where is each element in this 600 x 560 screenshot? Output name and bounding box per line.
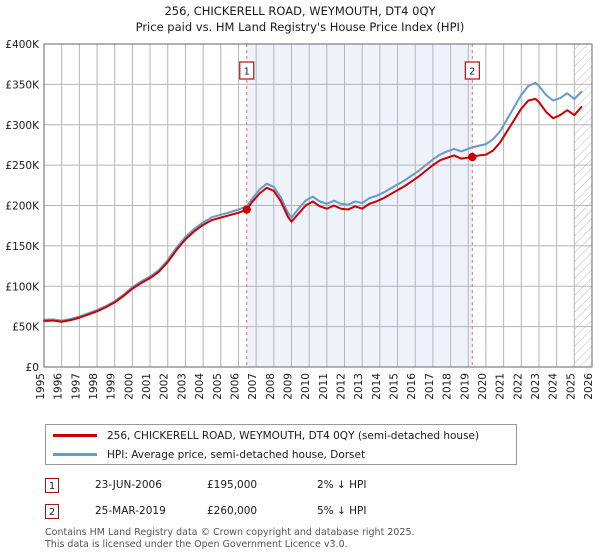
transaction-table: 1 23-JUN-2006 £195,000 2% ↓ HPI 2 25-MAR… xyxy=(45,472,517,524)
svg-text:1996: 1996 xyxy=(53,373,65,400)
svg-text:£400K: £400K xyxy=(5,39,40,51)
table-row: 1 23-JUN-2006 £195,000 2% ↓ HPI xyxy=(45,472,517,498)
svg-text:2006: 2006 xyxy=(229,373,241,400)
svg-text:2009: 2009 xyxy=(282,373,294,400)
transaction-date-2: 25-MAR-2019 xyxy=(95,505,166,517)
legend-swatch-red xyxy=(53,434,97,437)
legend-item-hpi: HPI: Average price, semi-detached house,… xyxy=(46,445,516,464)
footer-line-2: This data is licensed under the Open Gov… xyxy=(45,539,348,550)
svg-text:1997: 1997 xyxy=(70,373,82,400)
svg-text:2024: 2024 xyxy=(548,373,560,400)
svg-text:2001: 2001 xyxy=(141,373,153,400)
svg-text:2021: 2021 xyxy=(495,373,507,400)
svg-text:£200K: £200K xyxy=(5,201,40,213)
svg-text:£250K: £250K xyxy=(5,160,40,172)
svg-text:2008: 2008 xyxy=(265,373,277,400)
svg-text:£350K: £350K xyxy=(5,79,40,91)
svg-text:2011: 2011 xyxy=(318,373,330,400)
table-row: 2 25-MAR-2019 £260,000 5% ↓ HPI xyxy=(45,498,517,524)
svg-text:1995: 1995 xyxy=(35,373,47,400)
svg-text:£100K: £100K xyxy=(5,281,40,293)
svg-text:2013: 2013 xyxy=(353,373,365,400)
transaction-hpi-delta-1: 2% ↓ HPI xyxy=(317,479,367,491)
transaction-badge-1: 1 xyxy=(45,477,59,493)
svg-text:2000: 2000 xyxy=(123,373,135,400)
svg-text:2020: 2020 xyxy=(477,373,489,400)
svg-text:2022: 2022 xyxy=(512,373,524,400)
svg-text:2023: 2023 xyxy=(530,373,542,400)
svg-text:2003: 2003 xyxy=(176,373,188,400)
title-line-1: 256, CHICKERELL ROAD, WEYMOUTH, DT4 0QY xyxy=(164,4,436,18)
chart-legend: 256, CHICKERELL ROAD, WEYMOUTH, DT4 0QY … xyxy=(45,424,517,465)
svg-text:£50K: £50K xyxy=(12,322,40,334)
legend-swatch-blue xyxy=(53,453,97,456)
transaction-price-1: £195,000 xyxy=(207,479,258,491)
legend-label-hpi: HPI: Average price, semi-detached house,… xyxy=(107,448,366,461)
svg-text:2007: 2007 xyxy=(247,373,259,400)
svg-text:1999: 1999 xyxy=(106,373,118,400)
legend-item-price-paid: 256, CHICKERELL ROAD, WEYMOUTH, DT4 0QY … xyxy=(46,426,516,445)
price-history-chart: £0 £50K £100K £150K £200K £250K £300K £350K £400… xyxy=(5,39,595,400)
svg-text:1998: 1998 xyxy=(88,373,100,400)
svg-text:2019: 2019 xyxy=(459,373,471,400)
svg-text:£0: £0 xyxy=(26,362,39,374)
x-axis-labels: 1995 1996 1997 1998 1999 2000 2001 2002 2003 2004… xyxy=(35,373,595,400)
chart-frame xyxy=(43,43,593,368)
svg-text:2025: 2025 xyxy=(565,373,577,400)
svg-text:2018: 2018 xyxy=(442,373,454,400)
chart-area: £0 £50K £100K £150K £200K £250K £300K £350K £400… xyxy=(0,38,600,413)
transaction-badge-2: 2 xyxy=(45,503,59,519)
footer-line-1: Contains HM Land Registry data © Crown c… xyxy=(45,527,415,538)
svg-text:£150K: £150K xyxy=(5,241,40,253)
svg-text:2016: 2016 xyxy=(406,373,418,400)
attribution-footer: Contains HM Land Registry data © Crown c… xyxy=(45,527,565,551)
svg-text:2026: 2026 xyxy=(583,373,595,400)
transaction-point-markers xyxy=(242,152,477,214)
svg-text:2015: 2015 xyxy=(389,373,401,400)
svg-text:£300K: £300K xyxy=(5,120,40,132)
svg-text:2002: 2002 xyxy=(159,373,171,400)
svg-text:2010: 2010 xyxy=(300,373,312,400)
transaction-date-1: 23-JUN-2006 xyxy=(95,479,162,491)
chart-series-lines xyxy=(43,81,583,323)
svg-text:1: 1 xyxy=(244,67,250,78)
svg-text:2: 2 xyxy=(469,67,475,78)
transaction-hpi-delta-2: 5% ↓ HPI xyxy=(317,505,367,517)
svg-text:2017: 2017 xyxy=(424,373,436,400)
svg-text:2004: 2004 xyxy=(194,373,206,400)
svg-text:2005: 2005 xyxy=(212,373,224,400)
page-title: 256, CHICKERELL ROAD, WEYMOUTH, DT4 0QY … xyxy=(0,3,600,35)
y-axis-labels: £0 £50K £100K £150K £200K £250K £300K £350K £400… xyxy=(5,39,40,374)
transaction-price-2: £260,000 xyxy=(207,505,258,517)
legend-label-price-paid: 256, CHICKERELL ROAD, WEYMOUTH, DT4 0QY … xyxy=(107,429,480,442)
svg-text:2014: 2014 xyxy=(371,373,383,400)
svg-text:2012: 2012 xyxy=(336,373,348,400)
title-line-2: Price paid vs. HM Land Registry's House … xyxy=(135,20,465,34)
